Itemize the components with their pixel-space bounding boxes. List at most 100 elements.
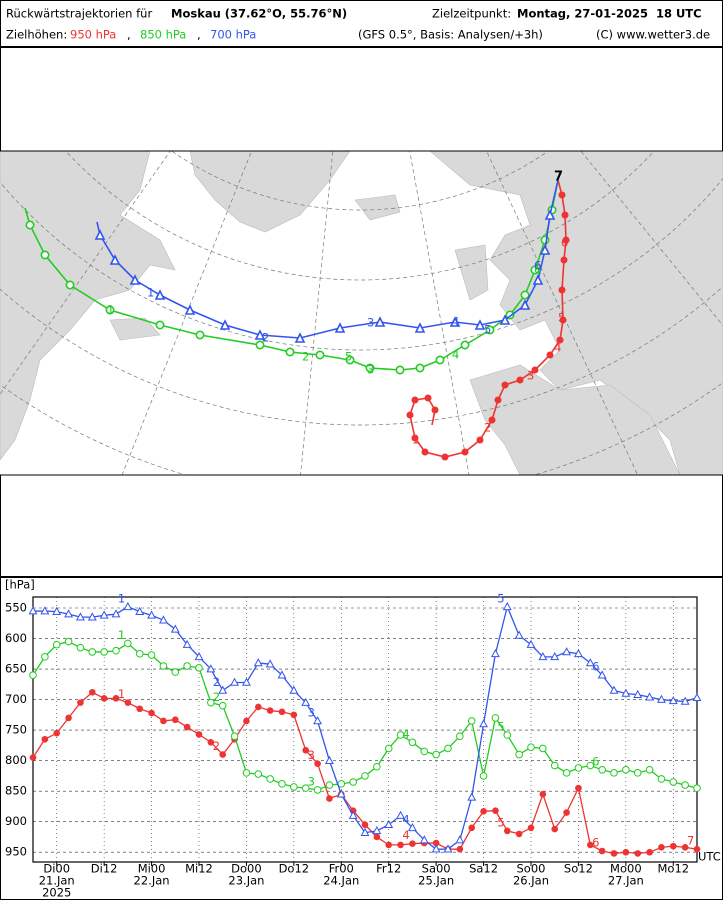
point bbox=[76, 643, 85, 652]
point bbox=[373, 762, 381, 771]
location: Moskau (37.62°O, 55.76°N) bbox=[171, 7, 347, 21]
point bbox=[480, 808, 487, 815]
point bbox=[325, 781, 334, 789]
point bbox=[52, 640, 61, 649]
point bbox=[610, 850, 618, 857]
point bbox=[361, 772, 369, 780]
day-label: 1 bbox=[118, 591, 125, 605]
point bbox=[467, 717, 476, 725]
point bbox=[278, 708, 286, 716]
y-tick-label: 850 bbox=[5, 784, 27, 798]
point bbox=[586, 761, 595, 770]
map-day-label: 3 bbox=[367, 363, 374, 377]
point bbox=[65, 714, 72, 722]
point bbox=[396, 810, 406, 819]
point bbox=[384, 819, 394, 829]
x-date-label: 22.Jan bbox=[134, 874, 170, 888]
x-tick-label: So00 bbox=[517, 862, 546, 876]
point bbox=[100, 695, 108, 702]
point bbox=[492, 807, 499, 815]
point bbox=[431, 844, 441, 853]
point bbox=[408, 738, 417, 747]
point bbox=[111, 609, 121, 618]
point bbox=[693, 845, 701, 853]
map-day-label: 1 bbox=[147, 286, 154, 300]
x-tick-label: Di00 bbox=[43, 862, 70, 876]
point bbox=[254, 703, 262, 711]
point bbox=[562, 647, 572, 656]
day-label: 6 bbox=[592, 660, 599, 674]
point bbox=[99, 610, 109, 619]
x-tick-label: Fr00 bbox=[329, 862, 354, 876]
point bbox=[301, 784, 310, 792]
point bbox=[372, 826, 382, 835]
point bbox=[41, 653, 49, 661]
map-day-label: 6 bbox=[561, 236, 568, 250]
point bbox=[598, 847, 606, 855]
map-day-label: 1 bbox=[107, 303, 114, 317]
point bbox=[586, 841, 594, 849]
y-tick-label: 900 bbox=[5, 814, 27, 828]
legend-entry: 850 hPa bbox=[140, 28, 186, 42]
point bbox=[657, 775, 666, 783]
point bbox=[53, 729, 61, 737]
point bbox=[158, 615, 168, 624]
point bbox=[456, 732, 464, 741]
point bbox=[490, 648, 500, 658]
map-day-label: 1 bbox=[412, 433, 419, 447]
point bbox=[218, 685, 228, 694]
point bbox=[326, 795, 333, 802]
point bbox=[266, 707, 274, 714]
point bbox=[538, 651, 548, 661]
point bbox=[313, 716, 323, 725]
point bbox=[87, 612, 97, 621]
point bbox=[277, 670, 287, 679]
point bbox=[420, 747, 429, 756]
model: (GFS 0.5°, Basis: Analysen/+3h) bbox=[358, 28, 543, 42]
point bbox=[585, 658, 595, 667]
point bbox=[645, 765, 654, 774]
point bbox=[147, 610, 157, 619]
y-tick-label: 700 bbox=[5, 692, 27, 706]
point bbox=[419, 835, 429, 844]
point bbox=[562, 769, 571, 777]
point bbox=[100, 648, 108, 656]
point bbox=[206, 664, 216, 673]
point bbox=[336, 789, 346, 798]
point bbox=[692, 692, 702, 702]
map-day-label: 5 bbox=[558, 311, 565, 325]
point bbox=[396, 731, 405, 739]
day-label: 6 bbox=[592, 836, 599, 850]
map-day-label: 5 bbox=[345, 350, 352, 364]
point bbox=[195, 731, 203, 738]
point bbox=[527, 824, 535, 832]
point bbox=[182, 639, 192, 648]
point bbox=[64, 609, 74, 618]
point bbox=[479, 719, 489, 728]
point bbox=[170, 624, 180, 633]
x-tick-label: Mo00 bbox=[610, 862, 642, 876]
point bbox=[574, 764, 583, 772]
day-label: 2 bbox=[213, 690, 220, 704]
point bbox=[384, 744, 393, 753]
point bbox=[302, 746, 310, 754]
point bbox=[646, 848, 653, 856]
point bbox=[432, 839, 440, 847]
day-label: 1 bbox=[118, 628, 125, 642]
x-tick-label: So12 bbox=[564, 862, 593, 876]
x-date-label: 27.Jan bbox=[608, 874, 644, 888]
point bbox=[29, 754, 37, 761]
point bbox=[361, 821, 369, 829]
point bbox=[123, 601, 133, 611]
point bbox=[41, 735, 49, 743]
x-date-label: 23.Jan bbox=[228, 874, 264, 888]
point bbox=[183, 662, 191, 670]
point bbox=[468, 824, 476, 832]
point bbox=[29, 671, 37, 679]
point bbox=[573, 648, 583, 658]
x-tick-label: Do00 bbox=[231, 862, 262, 876]
day-label: 3 bbox=[308, 748, 315, 762]
point bbox=[527, 743, 535, 752]
point bbox=[324, 755, 334, 764]
point bbox=[633, 769, 642, 777]
